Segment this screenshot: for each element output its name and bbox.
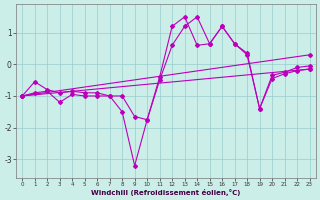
X-axis label: Windchill (Refroidissement éolien,°C): Windchill (Refroidissement éolien,°C) [91, 189, 241, 196]
